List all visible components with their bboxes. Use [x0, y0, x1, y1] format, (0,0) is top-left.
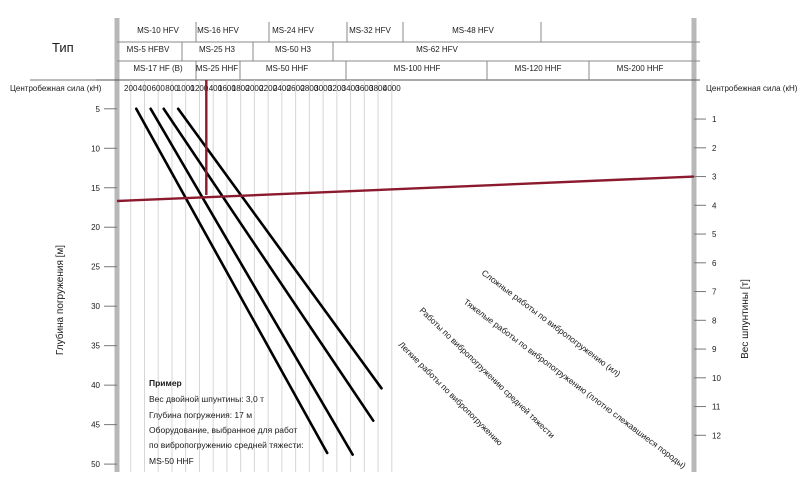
weight-tick-label: 9 [712, 345, 717, 354]
weight-tick-label: 7 [712, 288, 717, 297]
weight-tick-label: 1 [712, 115, 717, 124]
weight-tick-label: 2 [712, 144, 717, 153]
depth-axis-title: Глубина погружения [м] [54, 245, 66, 355]
force-axis-ticks: 200 400 600 8001000120014001600180020002200… [124, 84, 401, 93]
line-light-duty [134, 107, 329, 455]
example-box: Пример Вес двойной шпунтины: 3,0 т Глуби… [149, 378, 303, 466]
weight-tick-label: 10 [712, 374, 721, 383]
x-tick-label: 600 [152, 84, 166, 93]
force-axis-label-right: Центробежная сила (кН) [706, 84, 798, 93]
example-line-4: по вибропогружению средней тяжести: [149, 440, 303, 450]
x-tick-label: 3000 [314, 84, 332, 93]
depth-tick-label: 15 [91, 184, 100, 193]
header-ms-16-hfv: MS-16 HFV [197, 26, 239, 35]
depth-tick-label: 35 [91, 342, 100, 351]
depth-tick-label: 25 [91, 263, 100, 272]
x-tick-label: 2200 [259, 84, 277, 93]
x-tick-label: 2600 [287, 84, 305, 93]
x-tick-label: 2000 [246, 84, 264, 93]
x-tick-label: 1800 [232, 84, 250, 93]
depth-tick-label: 40 [91, 381, 100, 390]
grid [30, 18, 700, 472]
example-lines [116, 80, 695, 203]
weight-tick-label: 11 [712, 403, 721, 412]
header-ms-32-hfv: MS-32 HFV [349, 26, 391, 35]
example-line-5: MS-50 HHF [149, 456, 194, 466]
example-weight-line [116, 175, 695, 203]
x-tick-label: 3600 [355, 84, 373, 93]
type-header-table: Тип MS-10 HFV MS-16 HFV MS-24 HFV MS-32 … [52, 26, 663, 73]
weight-tick-label: 3 [712, 173, 717, 182]
x-tick-label: 4000 [383, 84, 401, 93]
depth-tick-label: 50 [91, 460, 100, 469]
weight-tick-label: 6 [712, 259, 717, 268]
depth-tick-label: 30 [91, 302, 100, 311]
x-tick-label: 3200 [328, 84, 346, 93]
x-tick-label: 3800 [369, 84, 387, 93]
weight-tick-label: 8 [712, 316, 717, 325]
header-ms-48-hfv: MS-48 HFV [452, 26, 494, 35]
header-ms-200-hhf: MS-200 HHF [617, 64, 664, 73]
depth-tick-label: 10 [91, 144, 100, 153]
weight-axis-title: Вес шпунтины [т] [740, 279, 751, 359]
x-tick-label: 1400 [204, 84, 222, 93]
header-ms-50-hhf: MS-50 HHF [266, 64, 308, 73]
header-ms-25-h3: MS-25 H3 [199, 45, 236, 54]
x-tick-label: 400 [138, 84, 152, 93]
header-ms-50-h3: MS-50 H3 [275, 45, 312, 54]
header-ms-24-hfv: MS-24 HFV [272, 26, 314, 35]
example-line-1: Вес двойной шпунтины: 3,0 т [149, 394, 264, 404]
example-title: Пример [149, 378, 182, 388]
header-ms-10-hfv: MS-10 HFV [137, 26, 179, 35]
x-tick-label: 2800 [300, 84, 318, 93]
type-label: Тип [52, 40, 74, 55]
duty-line-labels: Сложные работы по вибропогружению (ил) Т… [397, 268, 688, 471]
depth-tick-label: 45 [91, 421, 100, 430]
force-axis-label-left: Центробежная сила (кН) [10, 84, 102, 93]
example-line-2: Глубина погружения: 17 м [149, 410, 252, 420]
weight-tick-label: 5 [712, 230, 717, 239]
label-light-duty: Легкие работы по вибропогружению [397, 339, 506, 448]
weight-tick-label: 4 [712, 201, 717, 210]
line-heavy-duty [162, 107, 375, 422]
header-ms-100-hhf: MS-100 HHF [394, 64, 441, 73]
x-tick-label: 2400 [273, 84, 291, 93]
duty-lines [134, 107, 383, 456]
header-ms-25-hhf: MS-25 HHF [196, 64, 238, 73]
line-difficult-duty [176, 107, 383, 390]
x-tick-label: 1000 [177, 84, 195, 93]
x-tick-label: 800 [165, 84, 179, 93]
header-ms-120-hhf: MS-120 HHF [515, 64, 562, 73]
x-tick-label: 1200 [191, 84, 209, 93]
weight-tick-label: 12 [712, 431, 721, 440]
header-ms-62-hfv: MS-62 HFV [416, 45, 458, 54]
x-tick-label: 1600 [218, 84, 236, 93]
x-tick-label: 3400 [342, 84, 360, 93]
depth-axis-ticks: 5 10 15 20 25 30 35 40 45 50 [91, 105, 117, 469]
line-medium-duty [149, 107, 354, 456]
header-ms-5-hfbv: MS-5 HFBV [127, 45, 170, 54]
example-line-3: Оборудование, выбранное для работ [149, 425, 297, 435]
depth-tick-label: 20 [91, 223, 100, 232]
header-ms-17-hf-b: MS-17 HF (B) [133, 64, 183, 73]
depth-tick-label: 5 [96, 105, 101, 114]
x-tick-label: 200 [124, 84, 138, 93]
